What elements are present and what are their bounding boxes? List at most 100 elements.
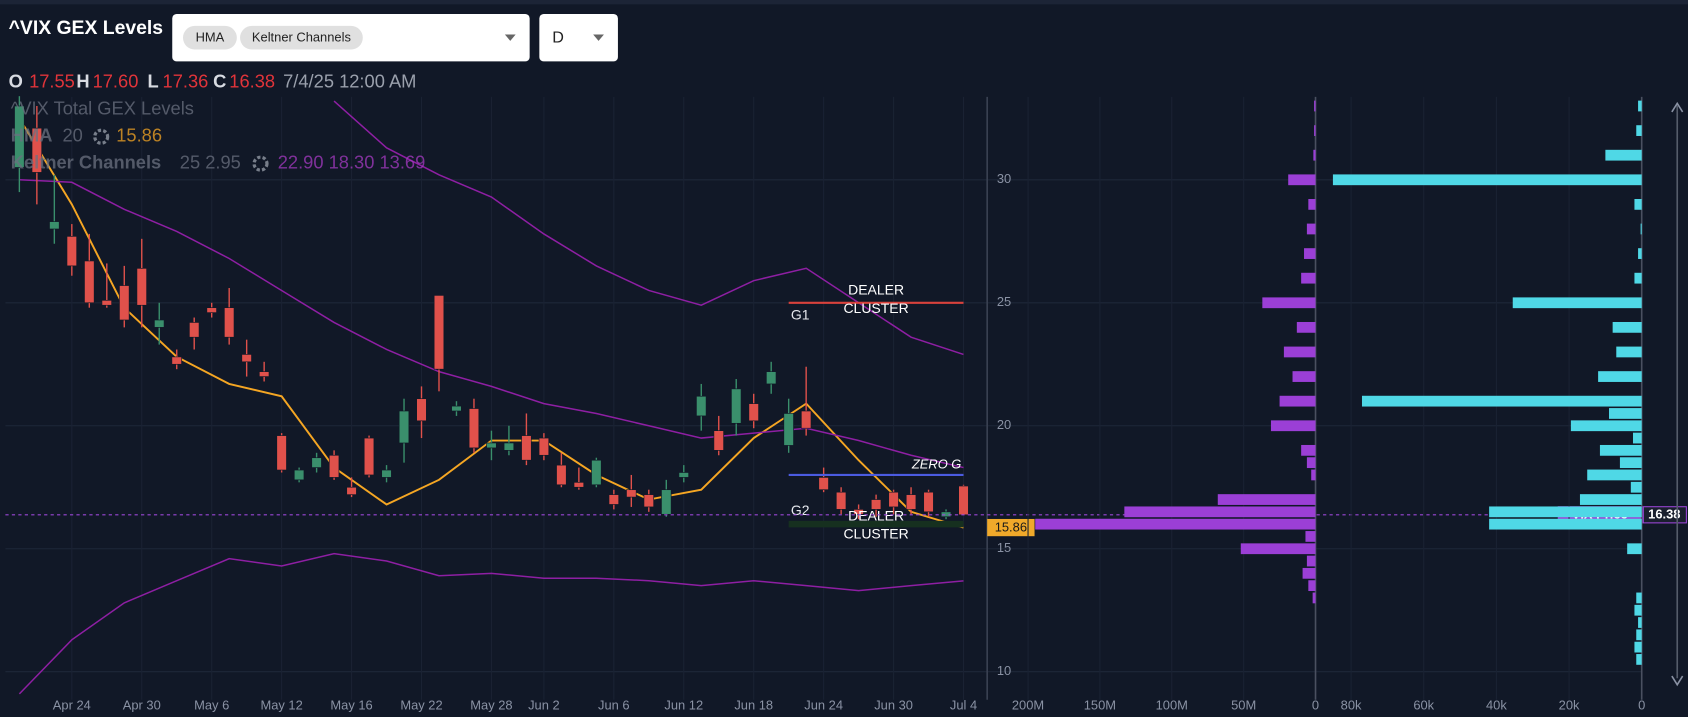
candle-body	[783, 413, 794, 446]
candle-body	[468, 408, 480, 449]
y-tick-label: 30	[997, 171, 1011, 186]
chip-label: HMA	[196, 30, 225, 45]
ohlc-key: O	[9, 71, 23, 92]
scrollbar[interactable]	[1671, 101, 1684, 687]
dropdown-caret[interactable]	[593, 34, 604, 41]
gex-bar	[1306, 457, 1316, 469]
gex-bar	[1598, 371, 1642, 382]
select-box[interactable]	[539, 14, 618, 62]
candle-body	[591, 459, 602, 486]
gex-bar	[1301, 272, 1316, 284]
candle-body	[189, 322, 200, 338]
candle-body	[119, 285, 130, 321]
price-tag-value: 16.38	[1648, 507, 1680, 522]
candle-body	[486, 442, 497, 449]
indicator-select[interactable]: HMA Keltner Channels	[172, 14, 530, 62]
chip[interactable]	[183, 25, 237, 50]
legend-hma: HMA	[11, 125, 53, 146]
x-tick-label: Apr 30	[123, 698, 161, 713]
gex-bar	[1634, 199, 1642, 210]
gex-bar	[1632, 432, 1642, 444]
dropdown-caret[interactable]	[504, 34, 516, 41]
gex-bar	[1301, 444, 1316, 456]
candle-body	[521, 435, 532, 461]
candle-body	[136, 268, 147, 306]
candle-body	[888, 491, 899, 508]
gex-bar	[1612, 321, 1642, 333]
candle-body	[748, 403, 759, 422]
level-label: G1	[791, 306, 810, 322]
candle-body	[416, 398, 427, 422]
candle-body	[905, 494, 917, 510]
gex-bar	[1636, 125, 1642, 136]
candle-body	[49, 221, 60, 230]
legend-hma-value: 15.86	[116, 125, 162, 146]
gex-bar	[1288, 174, 1316, 186]
x-tick-label: 50M	[1231, 698, 1256, 713]
x-tick-label: 100M	[1156, 698, 1188, 713]
candle-body	[276, 435, 287, 471]
settings-icon[interactable]	[252, 155, 269, 172]
legend-keltner-params: 25 2.95	[180, 151, 241, 172]
settings-icon[interactable]	[93, 128, 110, 145]
gex-bar	[1489, 518, 1642, 530]
gex-bar	[1312, 592, 1316, 604]
gex-bar	[1270, 420, 1316, 432]
level-note: DEALER	[848, 282, 904, 298]
candle-body	[206, 307, 217, 313]
top-strip	[0, 0, 1688, 5]
scroll-down[interactable]	[1671, 675, 1684, 687]
ohlc-key: L	[147, 71, 158, 92]
chip[interactable]	[240, 25, 363, 50]
gex-bar	[1292, 371, 1316, 382]
candle-body	[958, 485, 969, 516]
level-note: CLUSTER	[843, 526, 908, 542]
x-tick-label: May 12	[260, 698, 302, 713]
candle-body	[800, 410, 812, 429]
interval-select[interactable]: D	[539, 14, 618, 62]
gex-bar	[1302, 567, 1316, 579]
legend-hma-params: 20	[62, 125, 82, 146]
gex-bar	[1306, 223, 1316, 235]
y-tick-label: 15	[997, 540, 1011, 555]
gex-bar	[1630, 481, 1642, 493]
candle-body	[363, 437, 375, 476]
scroll-up[interactable]	[1671, 101, 1684, 113]
gex-bar	[1314, 125, 1316, 136]
gex-bar	[1489, 506, 1642, 518]
candle-body	[818, 477, 829, 491]
gex-bar	[1512, 297, 1642, 309]
interval-label: D	[552, 28, 564, 46]
x-tick-label: 40k	[1486, 698, 1507, 713]
level-note: CLUSTER	[843, 300, 908, 316]
gex-bar	[1634, 272, 1642, 284]
x-tick-label: 20k	[1559, 698, 1580, 713]
candle-body	[608, 494, 620, 505]
x-tick-label: 0	[1638, 698, 1645, 713]
y-tick-label: 10	[997, 663, 1011, 678]
candle-body	[678, 472, 689, 478]
ohlc-key: C	[213, 71, 226, 92]
gex-bar	[1638, 617, 1642, 628]
x-tick-label: Jun 30	[874, 698, 913, 713]
gex-bar	[1296, 321, 1316, 333]
candle-body	[573, 482, 585, 488]
gex-bar	[1609, 408, 1642, 419]
gex-bar	[1217, 494, 1316, 505]
candle-body	[538, 437, 550, 456]
x-tick-label: Jul 4	[950, 698, 977, 713]
candle-body	[241, 354, 252, 363]
candle-body	[66, 236, 77, 267]
candle-body	[346, 486, 357, 495]
ohlc-value: 17.60	[93, 71, 139, 92]
legend-keltner: Keltner Channels	[11, 151, 161, 172]
page-title: ^VIX GEX Levels	[9, 17, 163, 39]
x-tick-label: Jun 12	[664, 698, 703, 713]
candle-body	[258, 371, 270, 377]
gex-bar	[1262, 297, 1316, 309]
hma-tag-value: 15.86	[995, 520, 1027, 535]
candle-body	[556, 464, 567, 486]
gex-bar	[1636, 654, 1642, 665]
candle-body	[14, 105, 25, 168]
